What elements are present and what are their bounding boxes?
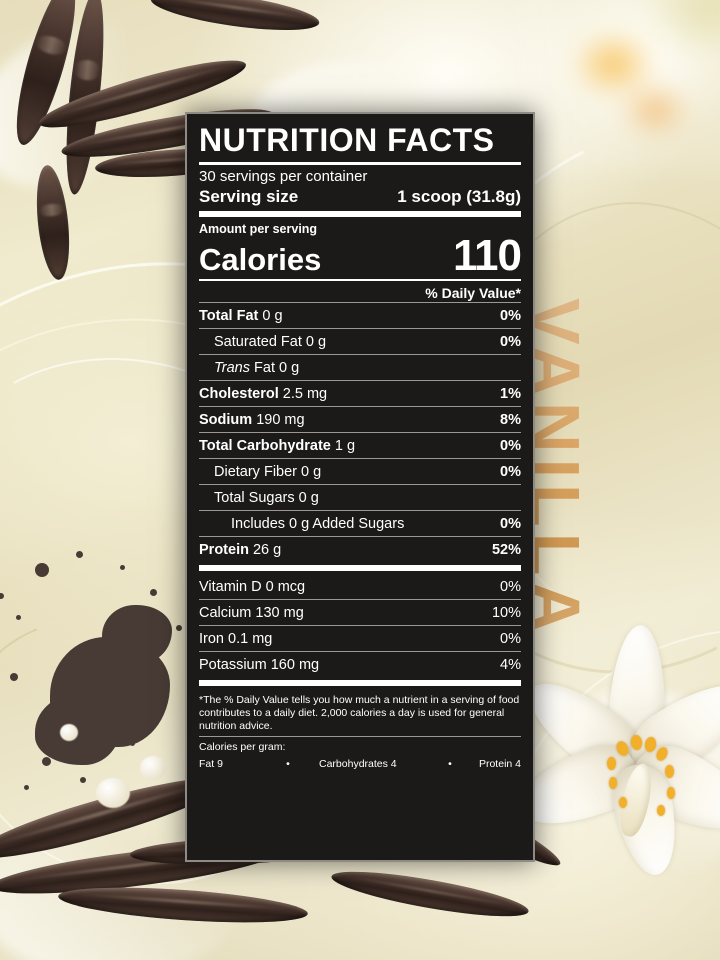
cream-droplet (60, 724, 78, 741)
cpg-protein: Protein 4 (478, 758, 521, 771)
nutrient-name: Cholesterol 2.5 mg (199, 385, 328, 402)
calories-row: Calories 110 (199, 231, 522, 280)
divider (199, 736, 521, 738)
cocoa-splatter (0, 545, 230, 795)
micronutrient-row: Vitamin D 0 mcg 0% (199, 574, 521, 599)
nutrient-name: Total Carbohydrate 1 g (199, 437, 356, 454)
serving-size-row: Serving size 1 scoop (31.8g) (199, 186, 521, 208)
nutrient-row: Protein 26 g 52% (199, 537, 521, 562)
micronutrient-daily-value: 4% (500, 656, 521, 673)
micronutrient-row: Iron 0.1 mg 0% (199, 626, 521, 651)
nutrition-facts-panel: NUTRITION FACTS 30 servings per containe… (185, 112, 535, 862)
nutrient-row: Sodium 190 mg 8% (199, 407, 521, 432)
nutrient-name: Includes 0 g Added Sugars (231, 515, 405, 532)
divider (199, 302, 521, 303)
divider (199, 536, 521, 537)
micronutrient-daily-value: 0% (500, 630, 521, 647)
nutrient-row: Dietary Fiber 0 g 0% (199, 459, 521, 484)
daily-value-footnote: *The % Daily Value tells you how much a … (199, 694, 520, 732)
panel-title: NUTRITION FACTS (199, 122, 495, 158)
blurred-vanilla-flower (520, 0, 720, 170)
nutrient-row: Total Carbohydrate 1 g 0% (199, 433, 521, 458)
calories-per-gram-row: Fat 9 • Carbohydrates 4 • Protein 4 (199, 754, 521, 771)
divider (199, 279, 521, 281)
nutrient-daily-value: 0% (500, 333, 521, 350)
divider (199, 406, 521, 407)
nutrient-row: Total Sugars 0 g (199, 485, 521, 510)
calories-value: 110 (453, 231, 522, 280)
nutrient-daily-value: 1% (500, 385, 521, 402)
calories-per-gram-label: Calories per gram: (199, 741, 286, 754)
nutrient-daily-value: 0% (500, 515, 521, 532)
servings-per-container: 30 servings per container (199, 168, 368, 185)
nutrient-row: Saturated Fat 0 g 0% (199, 329, 521, 354)
thick-divider (199, 680, 521, 686)
nutrient-daily-value: 52% (491, 541, 521, 558)
divider (199, 162, 521, 165)
divider (199, 354, 521, 355)
nutrient-list: Total Fat 0 g 0% Saturated Fat 0 g 0% Trans … (199, 303, 521, 562)
micronutrient-row: Calcium 130 mg 10% (199, 600, 521, 625)
divider (199, 484, 521, 485)
nutrient-name: Total Fat 0 g (199, 307, 283, 324)
micronutrient-list: Vitamin D 0 mcg 0% Calcium 130 mg 10% Iron 0… (199, 574, 521, 677)
thick-divider (199, 211, 521, 217)
micronutrient-daily-value: 0% (500, 578, 521, 595)
amount-per-serving-label: Amount per serving (199, 222, 318, 236)
divider (199, 599, 521, 600)
nutrient-name: Dietary Fiber 0 g (214, 463, 322, 480)
micronutrient-daily-value: 10% (491, 604, 521, 621)
divider (199, 651, 521, 652)
micronutrient-name: Iron 0.1 mg (199, 630, 273, 647)
nutrient-daily-value: 0% (500, 437, 521, 454)
divider (199, 432, 521, 433)
nutrient-daily-value: 0% (500, 307, 521, 324)
divider (199, 328, 521, 329)
cream-droplet (96, 778, 130, 808)
serving-size-value: 1 scoop (31.8g) (397, 187, 521, 206)
nutrient-name: Total Sugars 0 g (214, 489, 319, 506)
thick-divider (199, 565, 521, 571)
divider (199, 510, 521, 511)
vanilla-orchid-flower (505, 615, 720, 915)
nutrient-row: Trans Fat 0 g (199, 355, 521, 380)
divider (199, 625, 521, 626)
nutrient-name: Trans Fat 0 g (214, 359, 300, 376)
cream-droplet (140, 756, 166, 780)
nutrient-row: Includes 0 g Added Sugars 0% (199, 511, 521, 536)
bullet-icon: • (286, 758, 290, 771)
micronutrient-name: Vitamin D 0 mcg (199, 578, 306, 595)
divider (199, 380, 521, 381)
micronutrient-row: Potassium 160 mg 4% (199, 652, 521, 677)
cpg-carbs: Carbohydrates 4 (319, 758, 397, 771)
nutrient-daily-value: 8% (500, 411, 521, 428)
micronutrient-name: Calcium 130 mg (199, 604, 304, 621)
bullet-icon: • (448, 758, 452, 771)
nutrient-daily-value: 0% (500, 463, 521, 480)
cpg-fat: Fat 9 (199, 758, 223, 771)
nutrient-row: Cholesterol 2.5 mg 1% (199, 381, 521, 406)
nutrient-name: Saturated Fat 0 g (214, 333, 327, 350)
nutrient-row: Total Fat 0 g 0% (199, 303, 521, 328)
daily-value-header: % Daily Value* (425, 285, 521, 301)
serving-size-label: Serving size (199, 187, 299, 206)
nutrient-name: Sodium 190 mg (199, 411, 305, 428)
micronutrient-name: Potassium 160 mg (199, 656, 320, 673)
calories-label: Calories (199, 242, 322, 277)
nutrient-name: Protein 26 g (199, 541, 282, 558)
divider (199, 458, 521, 459)
